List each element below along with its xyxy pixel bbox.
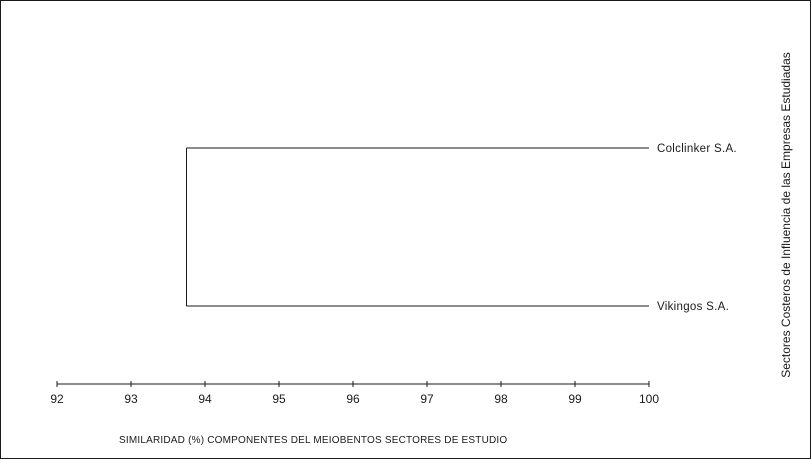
x-tick-label: 94: [198, 392, 212, 406]
leaf-labels: Colclinker S.A. Vikingos S.A.: [657, 143, 737, 313]
x-tick-label: 92: [50, 392, 64, 406]
x-axis-ticks: [56, 381, 650, 387]
x-tick-label: 98: [494, 392, 508, 406]
x-tick-label: 99: [568, 392, 582, 406]
x-tick-label: 96: [346, 392, 360, 406]
x-tick-label: 93: [124, 392, 138, 406]
leaf-label: Vikingos S.A.: [657, 301, 729, 313]
dendrogram-branches: [186, 147, 649, 307]
y-axis-title: Sectores Costeros de Influencia de las E…: [779, 52, 793, 378]
x-axis-title: SIMILARIDAD (%) COMPONENTES DEL MEIOBENT…: [119, 435, 507, 446]
x-tick-label: 95: [272, 392, 286, 406]
x-tick-label: 97: [420, 392, 434, 406]
x-axis-tick-labels: 92 93 94 95 96 97 98 99 100: [50, 392, 659, 406]
x-tick-label: 100: [639, 392, 659, 406]
leaf-label: Colclinker S.A.: [657, 143, 737, 155]
